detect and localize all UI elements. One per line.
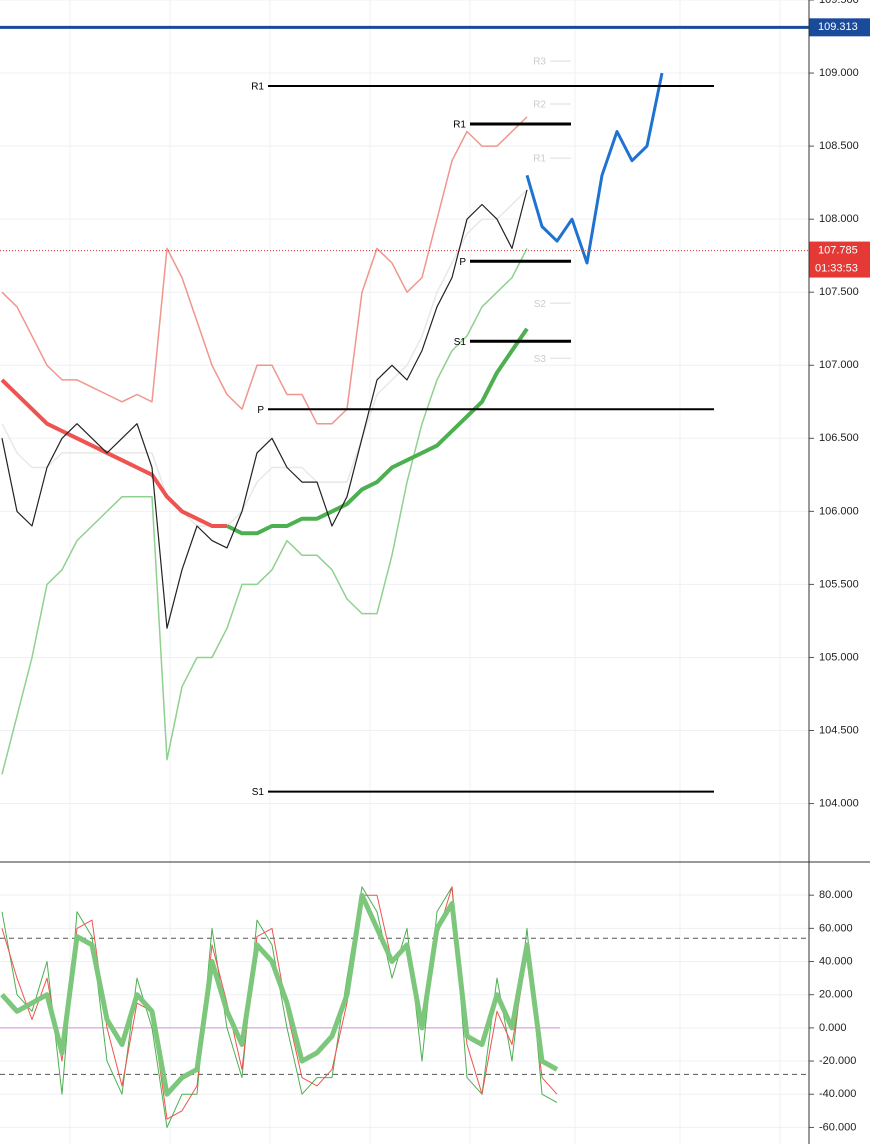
pivot-label: P — [257, 405, 264, 416]
y-tick-label: 108.500 — [819, 140, 859, 152]
series-line — [0, 378, 227, 528]
y-tick-label: 40.000 — [819, 955, 853, 967]
series-line — [1, 189, 528, 629]
marker-price-label: 109.313 — [818, 21, 858, 33]
countdown-label: 01:33:53 — [815, 262, 858, 274]
y-tick-label: 80.000 — [819, 889, 853, 901]
series-line — [1, 248, 528, 775]
y-tick-label: -20.000 — [819, 1055, 856, 1067]
y-tick-label: 109.500 — [819, 0, 859, 6]
pivot-label: R1 — [533, 154, 546, 165]
pivot-label: P — [459, 257, 466, 268]
pivot-label: R3 — [533, 57, 546, 68]
series-line — [1, 189, 528, 527]
y-tick-label: -40.000 — [819, 1088, 856, 1100]
y-tick-label: 0.000 — [819, 1022, 847, 1034]
y-tick-label: 109.000 — [819, 67, 859, 79]
series-line — [1, 116, 528, 425]
pivot-label: S3 — [534, 354, 547, 365]
pivot-label: S2 — [534, 299, 547, 310]
y-tick-label: 106.500 — [819, 432, 859, 444]
series-line — [525, 72, 664, 265]
pivot-label: R1 — [251, 82, 264, 93]
marker-badge — [809, 18, 870, 37]
y-tick-label: -60.000 — [819, 1121, 856, 1133]
y-tick-label: 105.000 — [819, 651, 859, 663]
y-tick-label: 106.000 — [819, 505, 859, 517]
last-price-badge — [809, 241, 870, 278]
pivot-label: R2 — [533, 100, 546, 111]
y-tick-label: 105.500 — [819, 578, 859, 590]
y-tick-label: 60.000 — [819, 922, 853, 934]
y-tick-label: 107.500 — [819, 286, 859, 298]
series-line — [0, 892, 559, 1097]
series-line — [226, 327, 529, 536]
y-tick-label: 108.000 — [819, 213, 859, 225]
y-tick-label: 104.500 — [819, 724, 859, 736]
y-tick-label: 104.000 — [819, 797, 859, 809]
y-tick-label: 20.000 — [819, 989, 853, 1001]
pivot-label: R1 — [453, 120, 466, 131]
y-tick-label: 107.000 — [819, 359, 859, 371]
last-price-label: 107.785 — [818, 244, 858, 256]
pivot-label: S1 — [252, 787, 265, 798]
pivot-label: S1 — [454, 337, 467, 348]
